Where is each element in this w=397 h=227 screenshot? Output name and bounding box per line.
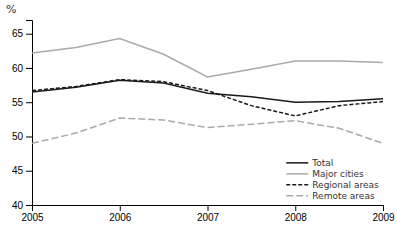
- axis-line: [26, 21, 33, 206]
- tick-mark: [26, 68, 32, 69]
- tick-label: 55: [12, 97, 24, 108]
- tick-mark: [26, 102, 32, 103]
- tick-label: 2007: [197, 212, 220, 223]
- tick-label: 50: [12, 131, 24, 142]
- series-line: [32, 118, 383, 143]
- series-line: [32, 80, 383, 116]
- tick-label: 2005: [21, 212, 44, 223]
- tick: 45: [12, 165, 32, 176]
- tick-mark: [383, 205, 384, 211]
- tick: 50: [12, 131, 32, 142]
- legend-swatch: [286, 195, 308, 197]
- tick-mark: [26, 34, 32, 35]
- legend-label: Major cities: [312, 169, 364, 179]
- tick-label: 2006: [109, 212, 132, 223]
- y-axis-label: %: [6, 3, 16, 16]
- legend-item: Major cities: [286, 169, 364, 179]
- chart: 2005 2006 2007 2008 2009 40 45 50 55 60 65 TotalMaj…: [0, 0, 397, 227]
- series-line: [32, 39, 383, 77]
- axis-line: [33, 206, 384, 212]
- tick: 65: [12, 28, 32, 39]
- tick-label: 40: [12, 200, 24, 211]
- tick-mark: [295, 205, 296, 211]
- tick-label: 2008: [285, 212, 308, 223]
- tick-mark: [26, 136, 32, 137]
- tick: 40: [12, 200, 32, 211]
- tick-label: 2009: [372, 212, 395, 223]
- plot: 2005 2006 2007 2008 2009 40 45 50 55 60 65 TotalMaj…: [12, 21, 395, 224]
- legend-item: Remote areas: [286, 191, 375, 201]
- tick: 2007: [197, 205, 220, 223]
- legend-swatch: [286, 162, 308, 164]
- tick: 2008: [285, 205, 308, 223]
- tick-label: 65: [12, 28, 24, 39]
- tick-mark: [120, 205, 121, 211]
- tick-label: 45: [12, 165, 24, 176]
- tick-label: 60: [12, 63, 24, 74]
- x-axis: 2005 2006 2007 2008 2009: [21, 205, 395, 223]
- legend: TotalMajor citiesRegional areasRemote ar…: [286, 158, 379, 201]
- tick: 60: [12, 63, 32, 74]
- legend-label: Remote areas: [312, 191, 375, 201]
- tick-mark: [208, 205, 209, 211]
- tick-mark: [26, 205, 32, 206]
- tick: 2006: [109, 205, 132, 223]
- tick: 2005: [21, 205, 44, 223]
- tick: 55: [12, 97, 32, 108]
- legend-swatch: [286, 173, 308, 175]
- legend-item: Regional areas: [286, 180, 379, 190]
- legend-label: Regional areas: [312, 180, 379, 190]
- legend-item: Total: [286, 158, 333, 168]
- legend-swatch: [286, 184, 308, 186]
- legend-label: Total: [311, 158, 333, 168]
- lines: [32, 39, 383, 144]
- y-axis: 40 45 50 55 60 65: [12, 21, 33, 211]
- tick: 2009: [372, 205, 395, 223]
- tick-mark: [26, 171, 32, 172]
